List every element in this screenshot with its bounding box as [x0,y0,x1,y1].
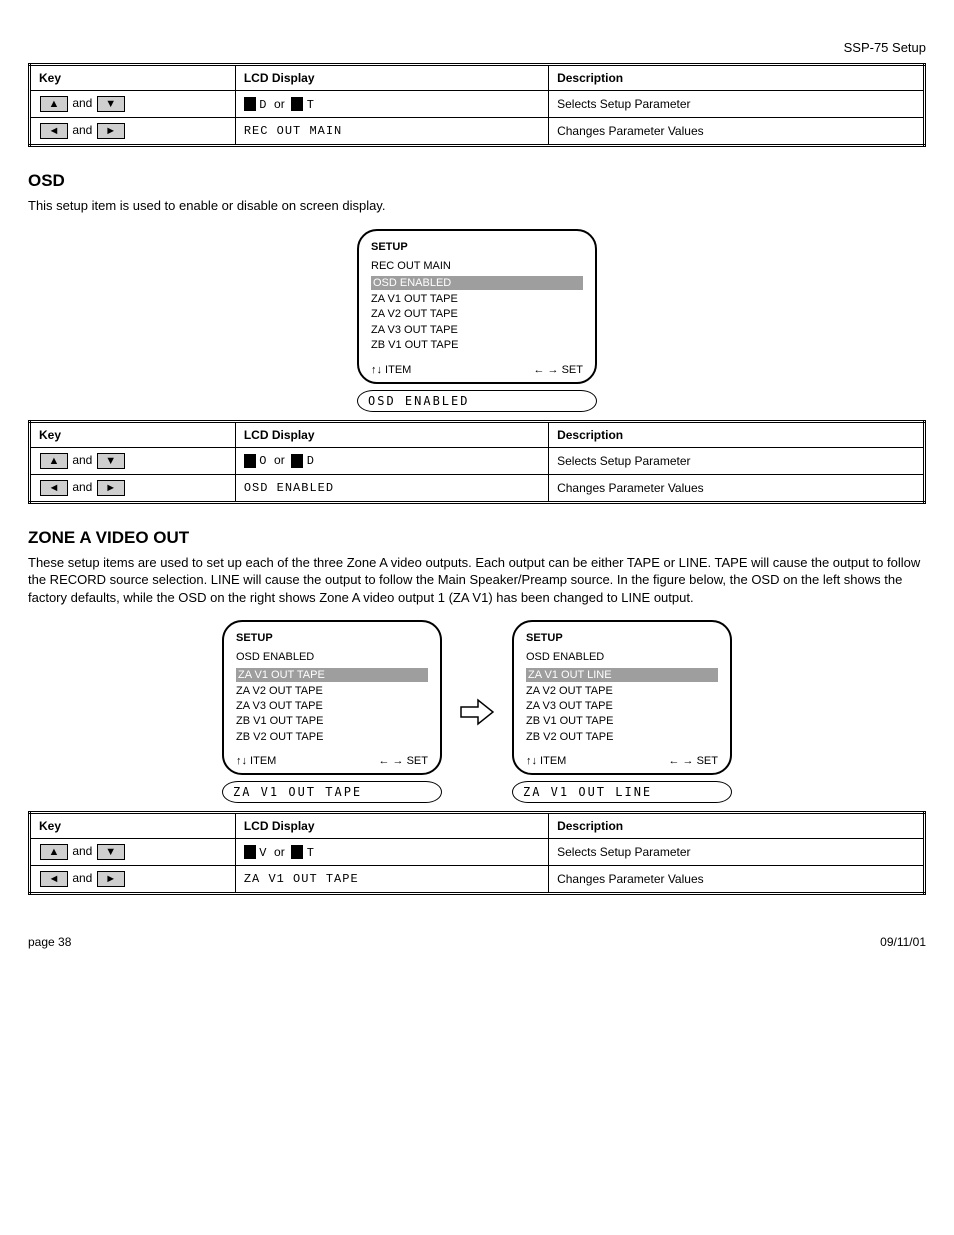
desc-cell: Changes Parameter Values [549,866,925,894]
section-body-zonea: These setup items are used to set up eac… [28,554,926,607]
table-section3: Key LCD Display Description ▲ and ▼ V or… [28,811,926,895]
osd-nav-left: ↑↓ ITEM [526,755,566,767]
osd-line: OSD ENABLED [236,650,428,665]
lcd-char-label: V [259,846,267,860]
lcd-text: REC OUT MAIN [235,118,548,146]
key-left[interactable]: ◄ [40,123,68,139]
osd-highlight: ZA V1 OUT LINE [526,668,718,682]
fp-text: OSD ENABLED [357,390,597,412]
osd-line: ZA V3 OUT TAPE [236,699,428,714]
osd-line: ZB V1 OUT TAPE [526,714,718,729]
key-up[interactable]: ▲ [40,844,68,860]
osd-title: SETUP [526,632,718,644]
key-down[interactable]: ▼ [97,453,125,469]
th-lcd: LCD Display [235,813,548,839]
osd-line: ZA V3 OUT TAPE [371,323,583,338]
th-key: Key [30,65,236,91]
desc-cell: Selects Setup Parameter [549,839,925,866]
front-panel-display: ZA V1 OUT LINE [512,781,732,803]
th-lcd: LCD Display [235,65,548,91]
osd-line: ZB V1 OUT TAPE [236,714,428,729]
osd-highlight: ZA V1 OUT TAPE [236,668,428,682]
lcd-char [244,454,256,468]
th-desc: Description [549,813,925,839]
osd-panel-left: SETUP OSD ENABLED ZA V1 OUT TAPE ZA V2 O… [222,620,442,775]
lcd-char [244,97,256,111]
osd-title: SETUP [371,241,583,253]
osd-nav-left: ↑↓ ITEM [371,364,411,376]
table-row: ▲ and ▼ D or T Selects Setup Parameter [30,91,925,118]
osd-title: SETUP [236,632,428,644]
lcd-char [291,97,303,111]
key-down[interactable]: ▼ [97,844,125,860]
lcd-char-label: T [307,846,315,860]
table-section2: Key LCD Display Description ▲ and ▼ O or… [28,420,926,504]
arrow-right-icon [460,698,494,726]
desc-cell: Changes Parameter Values [549,474,925,502]
section-title-zonea: ZONE A VIDEO OUT [28,528,926,548]
th-key: Key [30,421,236,447]
table-row: ◄ and ► OSD ENABLED Changes Parameter Va… [30,474,925,502]
osd-line: ZA V2 OUT TAPE [371,307,583,322]
key-up[interactable]: ▲ [40,453,68,469]
key-right[interactable]: ► [97,480,125,496]
page-header: SSP-75 Setup [28,40,926,55]
fp-text: ZA V1 OUT LINE [512,781,732,803]
desc-cell: Selects Setup Parameter [549,91,925,118]
osd-line: ZB V1 OUT TAPE [371,338,583,353]
lcd-char [291,845,303,859]
key-right[interactable]: ► [97,871,125,887]
footer-date: 09/11/01 [880,935,926,949]
table-section1: Key LCD Display Description ▲ and ▼ D or… [28,63,926,147]
key-left[interactable]: ◄ [40,871,68,887]
osd-nav-right: ← → SET [378,755,428,767]
osd-line: OSD ENABLED [526,650,718,665]
lcd-char-label: D [259,98,267,112]
desc-cell: Changes Parameter Values [549,118,925,146]
osd-line: ZA V2 OUT TAPE [236,684,428,699]
lcd-text: OSD ENABLED [235,474,548,502]
osd-highlight: OSD ENABLED [371,276,583,290]
osd-line: ZB V2 OUT TAPE [526,730,718,745]
section-body-osd: This setup item is used to enable or dis… [28,197,926,215]
page-footer: page 38 09/11/01 [28,935,926,949]
lcd-char [244,845,256,859]
lcd-char-label: O [259,454,267,468]
front-panel-display: ZA V1 OUT TAPE [222,781,442,803]
th-lcd: LCD Display [235,421,548,447]
osd-line: ZA V3 OUT TAPE [526,699,718,714]
fp-text: ZA V1 OUT TAPE [222,781,442,803]
osd-line: REC OUT MAIN [371,259,583,274]
front-panel-display: OSD ENABLED [357,390,597,412]
osd-line: ZA V2 OUT TAPE [526,684,718,699]
section-title-osd: OSD [28,171,926,191]
lcd-char-label: D [307,454,315,468]
th-desc: Description [549,421,925,447]
table-row: ◄ and ► ZA V1 OUT TAPE Changes Parameter… [30,866,925,894]
key-right[interactable]: ► [97,123,125,139]
osd-nav-right: ← → SET [668,755,718,767]
osd-line: ZA V1 OUT TAPE [371,292,583,307]
osd-nav-left: ↑↓ ITEM [236,755,276,767]
key-left[interactable]: ◄ [40,480,68,496]
key-down[interactable]: ▼ [97,96,125,112]
osd-panel: SETUP REC OUT MAIN OSD ENABLED ZA V1 OUT… [357,229,597,384]
th-key: Key [30,813,236,839]
key-up[interactable]: ▲ [40,96,68,112]
osd-panel-right: SETUP OSD ENABLED ZA V1 OUT LINE ZA V2 O… [512,620,732,775]
table-row: ▲ and ▼ V or T Selects Setup Parameter [30,839,925,866]
th-desc: Description [549,65,925,91]
lcd-text: ZA V1 OUT TAPE [235,866,548,894]
footer-page: page 38 [28,935,71,949]
table-row: ▲ and ▼ O or D Selects Setup Parameter [30,447,925,474]
table-row: ◄ and ► REC OUT MAIN Changes Parameter V… [30,118,925,146]
osd-line: ZB V2 OUT TAPE [236,730,428,745]
osd-nav-right: ← → SET [533,364,583,376]
desc-cell: Selects Setup Parameter [549,447,925,474]
lcd-char-label: T [307,98,315,112]
lcd-char [291,454,303,468]
